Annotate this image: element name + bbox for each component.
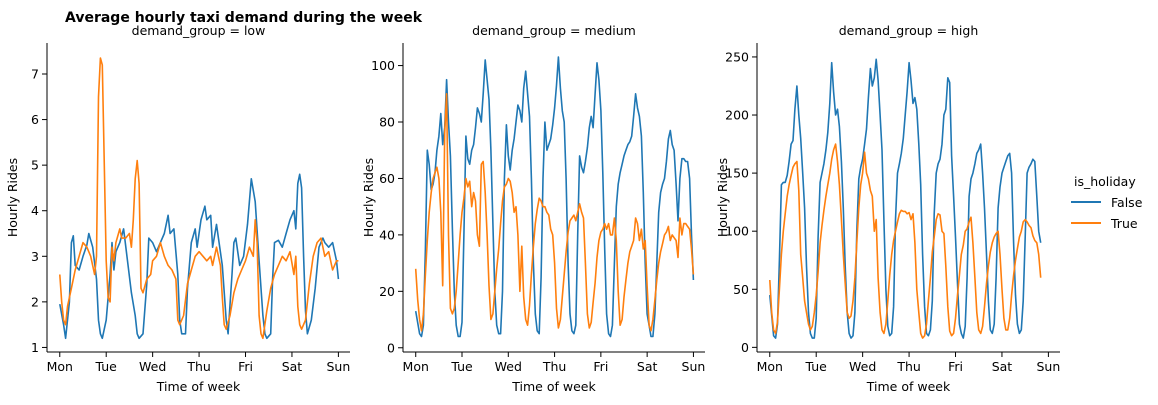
y-tick-label: 200 xyxy=(725,108,749,123)
y-tick-label: 80 xyxy=(379,115,395,130)
y-tick-label: 3 xyxy=(31,249,39,264)
y-tick-label: 50 xyxy=(733,282,749,297)
y-tick-label: 4 xyxy=(31,203,39,218)
x-tick-label: Sun xyxy=(1037,359,1061,374)
x-tick-label: Mon xyxy=(47,359,73,374)
y-tick-label: 150 xyxy=(725,166,749,181)
x-tick-label: Tue xyxy=(450,359,473,374)
series-line-false xyxy=(59,173,340,340)
series-line-true xyxy=(769,143,1042,339)
x-tick-label: Sun xyxy=(327,359,351,374)
y-axis-label: Hourly Rides xyxy=(5,158,20,237)
x-tick-label: Sat xyxy=(282,359,303,374)
x-tick-label: Tue xyxy=(95,359,118,374)
x-axis-label: Time of week xyxy=(511,379,596,394)
series-line-true xyxy=(414,93,695,332)
legend-label-false: False xyxy=(1111,195,1143,210)
y-tick-label: 6 xyxy=(31,112,39,127)
facet-panel-2: Mon Tue Wed Thu Fri Sat Sun 0 20 40 60 80 100 demand_… xyxy=(361,23,705,394)
y-tick-label: 1 xyxy=(31,340,39,355)
legend: is_holiday False True xyxy=(1071,174,1143,231)
legend-title: is_holiday xyxy=(1074,174,1136,189)
x-tick-label: Sat xyxy=(992,359,1013,374)
x-tick-label: Wed xyxy=(495,359,522,374)
y-tick-label: 60 xyxy=(379,171,395,186)
x-tick-label: Wed xyxy=(139,359,166,374)
facet-panel-1: Mon Tue Wed Thu Fri Sat Sun 1 2 3 4 5 6 7 demand_group… xyxy=(5,23,350,394)
x-axis-label: Time of week xyxy=(156,379,241,394)
y-tick-label: 5 xyxy=(31,158,39,173)
panel-title: demand_group = low xyxy=(132,23,266,38)
legend-label-true: True xyxy=(1110,216,1138,231)
y-axis-label: Hourly Rides xyxy=(715,158,730,237)
y-tick-label: 100 xyxy=(371,58,395,73)
y-tick-label: 2 xyxy=(31,294,39,309)
figure-title: Average hourly taxi demand during the we… xyxy=(65,10,423,26)
facet-panel-3: Mon Tue Wed Thu Fri Sat Sun 0 50 100 150 200 250 dema… xyxy=(715,23,1060,394)
x-tick-label: Fri xyxy=(238,359,253,374)
y-tick-label: 40 xyxy=(379,227,395,242)
x-tick-label: Tue xyxy=(805,359,828,374)
panel-title: demand_group = high xyxy=(839,23,979,38)
series-line-false xyxy=(414,56,695,338)
x-tick-label: Fri xyxy=(593,359,608,374)
series-line-true xyxy=(59,57,339,340)
x-tick-label: Thu xyxy=(186,359,210,374)
y-axis-label: Hourly Rides xyxy=(361,158,376,237)
x-tick-label: Sun xyxy=(682,359,706,374)
x-axis-label: Time of week xyxy=(866,379,951,394)
x-tick-label: Sat xyxy=(637,359,658,374)
y-tick-label: 7 xyxy=(31,66,39,81)
y-tick-label: 100 xyxy=(725,224,749,239)
y-tick-label: 0 xyxy=(387,340,395,355)
panel-title: demand_group = medium xyxy=(472,23,636,38)
y-tick-label: 250 xyxy=(725,49,749,64)
y-tick-label: 20 xyxy=(379,284,395,299)
x-tick-label: Thu xyxy=(896,359,920,374)
x-tick-label: Fri xyxy=(948,359,963,374)
x-tick-label: Thu xyxy=(542,359,566,374)
x-tick-label: Mon xyxy=(757,359,783,374)
x-tick-label: Wed xyxy=(849,359,876,374)
x-tick-label: Mon xyxy=(403,359,429,374)
y-tick-label: 0 xyxy=(741,340,749,355)
series-line-false xyxy=(769,58,1042,339)
